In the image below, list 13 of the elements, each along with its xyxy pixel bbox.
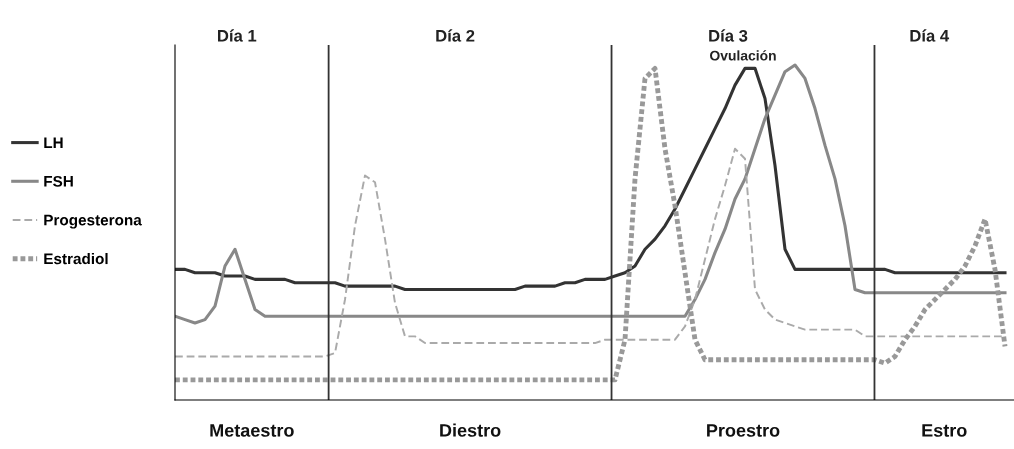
text: Diestro	[440, 423, 501, 437]
text: Día 2	[436, 29, 475, 42]
text: Estro	[922, 424, 967, 437]
text: Metaestro	[210, 424, 294, 437]
text: Ovulación	[710, 50, 776, 61]
text: Día 1	[218, 29, 257, 42]
legend-label: FSH	[44, 175, 73, 187]
legend-label: Progesterona	[44, 214, 142, 229]
legend-label: LH	[44, 137, 63, 148]
legend-label: Estradiol	[44, 252, 108, 265]
text: Día 4	[910, 29, 950, 42]
text: Proestro	[707, 424, 780, 437]
text: Día 3	[709, 29, 748, 42]
